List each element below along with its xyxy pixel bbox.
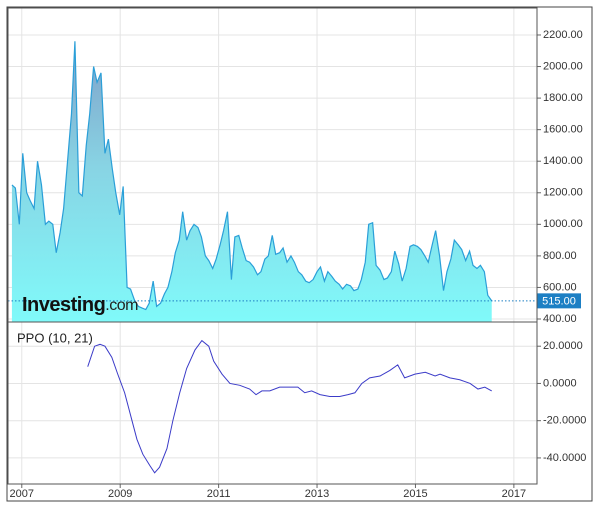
y-tick-label: 1000.00 [543,218,583,230]
area-fill [11,41,492,322]
y-tick-label: 1800.00 [543,92,583,104]
y-tick-label: 1200.00 [543,187,583,199]
y-tick-label: 1400.00 [543,155,583,167]
y-tick-label: 20.0000 [543,340,583,352]
y-tick-label: 2000.00 [543,60,583,72]
y-tick-label: 1600.00 [543,124,583,136]
panel-border [7,321,538,485]
line [87,339,492,474]
y-tick-label: 400.00 [543,313,577,325]
x-tick-label: 2011 [207,488,231,500]
x-tick-label: 2015 [403,488,427,500]
x-tick-label: 2009 [108,488,132,500]
x-tick-label: 2013 [305,488,329,500]
y-tick-label: 0.0000 [543,377,577,389]
y-tick-label: -40.0000 [543,452,586,464]
watermark: Investing.com [22,294,138,316]
current-value-label: 515.00 [542,295,576,307]
y-tick-label: 600.00 [543,281,577,293]
x-tick-label: 2017 [502,488,526,500]
y-tick-label: 2200.00 [543,29,583,41]
watermark-brand: Investing [22,294,105,316]
x-tick-label: 2007 [10,488,34,500]
y-tick-label: 800.00 [543,250,577,262]
frame [6,6,593,502]
area-line [11,41,493,311]
watermark-suffix: .com [105,297,138,314]
panel-title: PPO (10, 21) [17,330,93,345]
current-value-box [537,293,581,309]
y-tick-label: -20.0000 [543,415,586,427]
